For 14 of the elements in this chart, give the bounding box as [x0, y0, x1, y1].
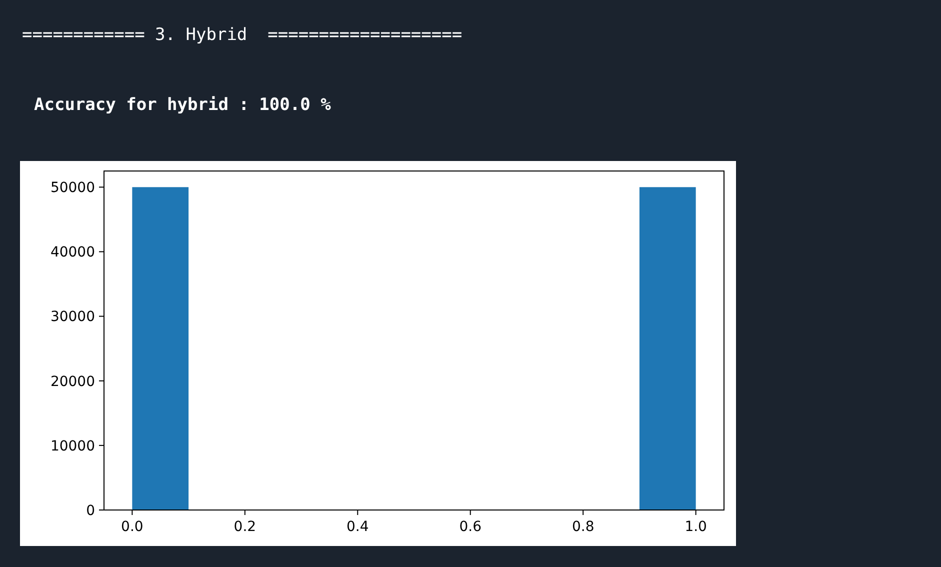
y-tick-label: 40000 [50, 244, 95, 261]
x-tick-label: 0.2 [234, 519, 256, 535]
y-tick-label: 30000 [50, 309, 95, 326]
chart-title: ============ 3. Hybrid =================== [22, 25, 462, 45]
x-tick-label: 1.0 [684, 519, 707, 535]
y-tick-label: 10000 [50, 438, 95, 454]
x-tick-label: 0.4 [346, 519, 369, 535]
x-tick-label: 0.0 [121, 519, 144, 535]
x-tick-label: 0.6 [459, 519, 482, 535]
y-tick-label: 50000 [50, 180, 95, 196]
y-tick-label: 20000 [50, 374, 95, 390]
y-tick-label: 0 [86, 502, 95, 519]
x-tick-label: 0.8 [572, 519, 594, 535]
chart-subtitle: Accuracy for hybrid : 100.0 % [34, 95, 332, 115]
